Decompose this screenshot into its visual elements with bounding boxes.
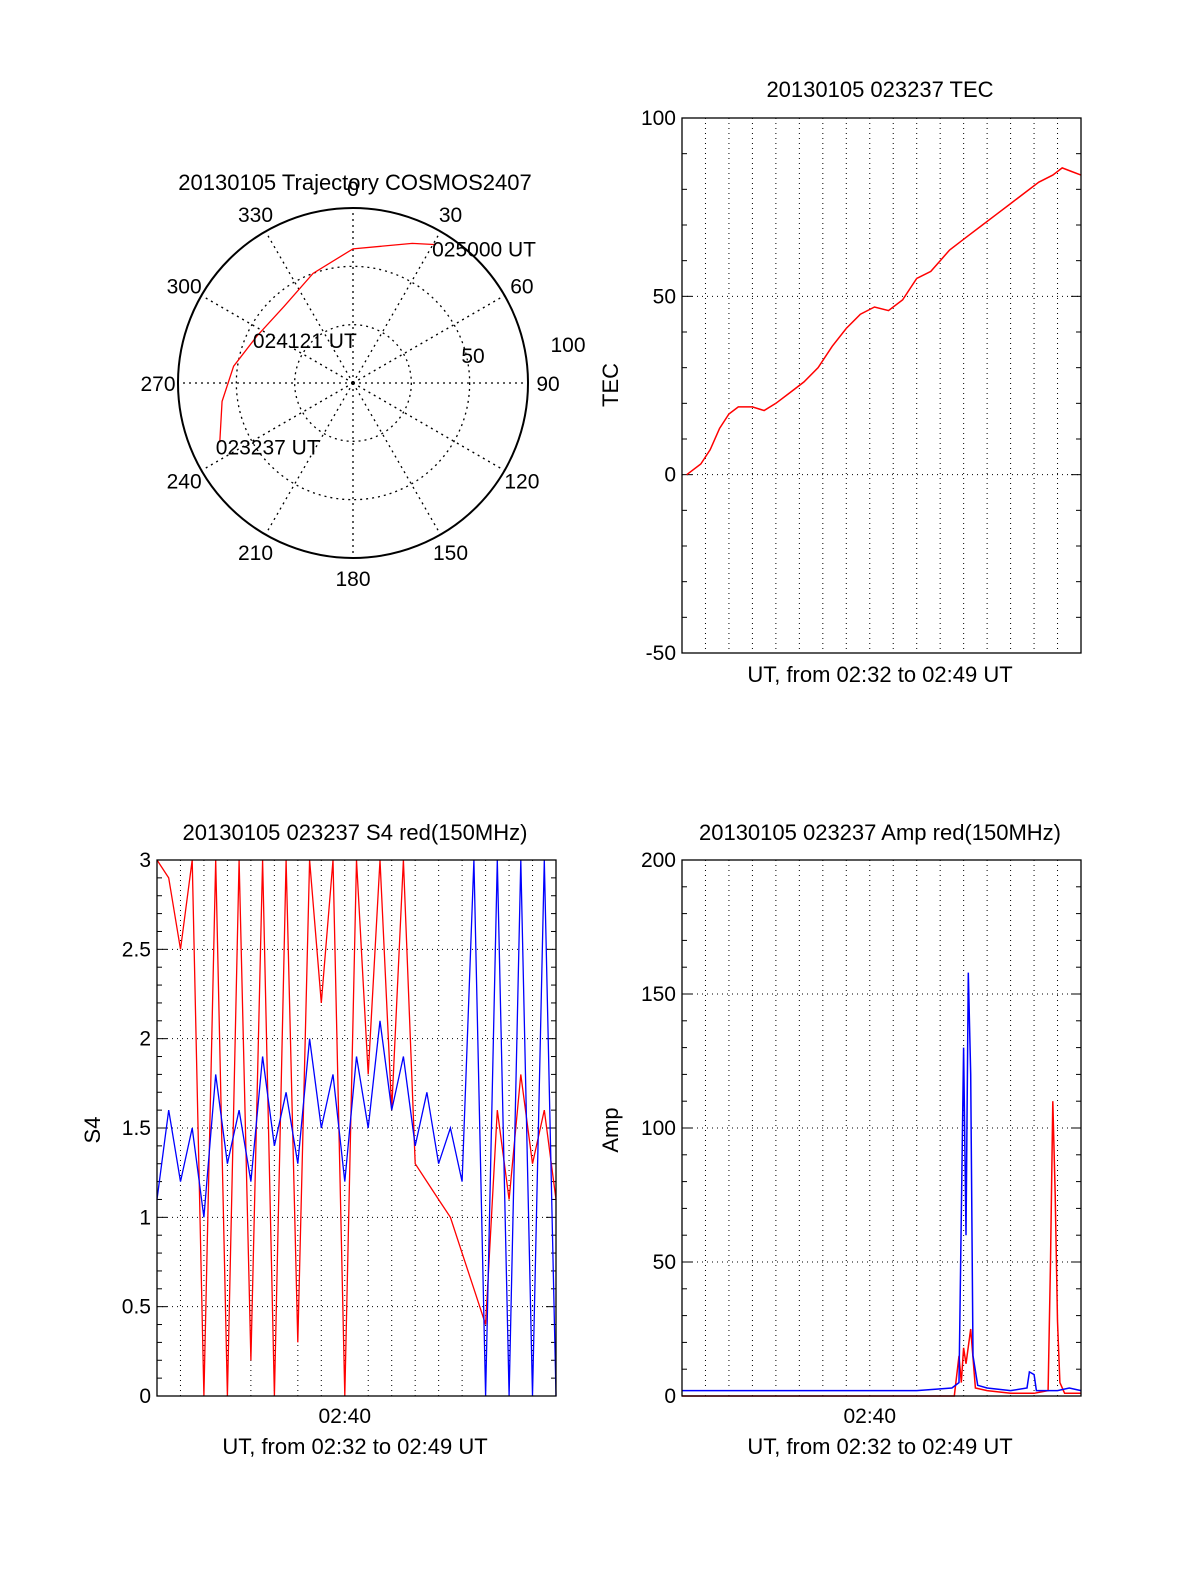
y-tick-label: 1.5 [122, 1117, 151, 1140]
trajectory-time-label: 025000 UT [432, 239, 536, 262]
polar-trajectory: 023237 UT 024121 UT 025000 UT [216, 239, 536, 460]
polar-grid-circle [235, 265, 471, 501]
x-tick-label: 02:40 [843, 1405, 896, 1428]
polar-grid-spoke [201, 382, 354, 472]
series-line-0 [686, 167, 1082, 476]
s4-plot-body: 3 2.5 2 1.5 1 0.5 0 02:40 [122, 849, 557, 1428]
y-tick-label: 200 [641, 849, 676, 872]
polar-grid-spoke [352, 294, 505, 384]
y-tick-label: 0 [139, 1385, 151, 1408]
polar-outer-circle [177, 207, 529, 559]
polar-angle-label: 150 [433, 542, 468, 565]
tec-plot: 20130105 023237 TEC UT, from 02:32 to 02… [598, 77, 1082, 687]
polar-angle-label: 0 [347, 178, 359, 201]
amp-plot: 20130105 023237 Amp red(150MHz) UT, from… [598, 820, 1082, 1459]
polar-angle-label: 210 [238, 542, 273, 565]
y-tick-label: 0.5 [122, 1296, 151, 1319]
y-tick-label: 100 [641, 107, 676, 130]
polar-angle-labels: 0 30 60 90 120 150 180 210 240 270 300 330 50 100 [140, 178, 585, 591]
y-tick-label: 3 [139, 849, 151, 872]
y-tick-label: 0 [664, 1385, 676, 1408]
polar-angle-label: 330 [238, 204, 273, 227]
polar-angle-label: 180 [335, 568, 370, 591]
x-tick-label: 02:40 [318, 1405, 371, 1428]
series-line-1 [156, 859, 557, 1397]
polar-grid-spoke [352, 231, 442, 384]
s4-ylabel: S4 [80, 1117, 105, 1144]
series-line-1 [682, 972, 1082, 1392]
polar-radial-label: 100 [550, 334, 585, 357]
series-line-0 [682, 1101, 1081, 1397]
polar-angle-label: 300 [167, 276, 202, 299]
polar-title: 20130105 Trajectory COSMOS2407 [178, 170, 531, 195]
s4-title: 20130105 023237 S4 red(150MHz) [183, 820, 528, 845]
polar-grid-spoke [264, 231, 354, 384]
plot-frame [681, 117, 1082, 654]
y-tick-label: 50 [653, 1251, 676, 1274]
polar-grid-circle [294, 324, 412, 442]
y-tick-label: 150 [641, 983, 676, 1006]
plot-frame [156, 859, 557, 1397]
plot-frame [681, 859, 1082, 1397]
polar-angle-label: 90 [536, 373, 559, 396]
polar-grid-spoke [201, 294, 354, 384]
s4-xlabel: UT, from 02:32 to 02:49 UT [222, 1434, 487, 1459]
polar-grid [177, 207, 529, 559]
amp-plot-body: 200 150 100 50 0 02:40 [641, 849, 1082, 1428]
tec-title: 20130105 023237 TEC [766, 77, 993, 102]
y-tick-label: 2 [139, 1028, 151, 1051]
trajectory-line [219, 242, 437, 443]
polar-grid-spoke [264, 382, 354, 535]
tec-xlabel: UT, from 02:32 to 02:49 UT [747, 662, 1012, 687]
polar-grid-spoke [352, 382, 442, 535]
tec-plot-body: 100 50 0 -50 [641, 107, 1082, 665]
polar-angle-label: 120 [504, 471, 539, 494]
y-tick-label: 0 [664, 464, 676, 487]
s4-plot: 20130105 023237 S4 red(150MHz) UT, from … [80, 820, 557, 1459]
amp-title: 20130105 023237 Amp red(150MHz) [699, 820, 1061, 845]
polar-angle-label: 30 [439, 204, 462, 227]
trajectory-time-label: 023237 UT [216, 436, 320, 459]
polar-angle-label: 240 [167, 471, 202, 494]
y-tick-label: 100 [641, 1117, 676, 1140]
polar-radial-label: 50 [461, 345, 484, 368]
y-tick-label: -50 [646, 642, 676, 665]
polar-grid-spoke [352, 382, 505, 472]
y-tick-label: 2.5 [122, 938, 151, 961]
amp-xlabel: UT, from 02:32 to 02:49 UT [747, 1434, 1012, 1459]
y-tick-label: 1 [139, 1206, 151, 1229]
trajectory-time-label: 024121 UT [253, 330, 357, 353]
tec-ylabel: TEC [598, 363, 623, 407]
polar-trajectory-plot: 20130105 Trajectory COSMOS2407 0 30 60 90 12… [140, 170, 585, 591]
amp-ylabel: Amp [598, 1107, 623, 1152]
polar-angle-label: 270 [140, 373, 175, 396]
polar-angle-label: 60 [510, 276, 533, 299]
y-tick-label: 50 [653, 285, 676, 308]
